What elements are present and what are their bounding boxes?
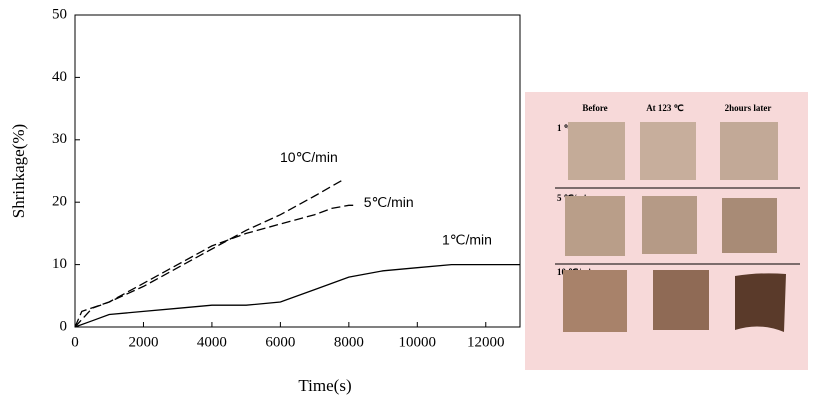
x-axis-label: Time(s)	[298, 376, 351, 395]
column-header: Before	[582, 103, 607, 113]
photo	[735, 273, 786, 332]
x-tick-label: 8000	[334, 334, 364, 350]
photo	[720, 122, 778, 180]
plot-frame	[74, 14, 521, 328]
series-label: 5℃/min	[364, 194, 414, 210]
x-tick-label: 6000	[265, 334, 295, 350]
photo	[565, 196, 625, 256]
photo	[653, 270, 709, 330]
column-header: At 123 ℃	[646, 103, 684, 113]
photo	[642, 196, 697, 254]
photo	[563, 270, 627, 332]
y-tick-label: 20	[52, 194, 67, 210]
line	[74, 204, 356, 328]
series-label: 1℃/min	[442, 231, 492, 247]
y-tick-label: 30	[52, 131, 67, 147]
y-tick-label: 10	[52, 256, 67, 272]
x-tick-label: 0	[71, 334, 79, 350]
y-tick-label: 0	[60, 318, 68, 334]
y-tick-label: 50	[52, 6, 67, 22]
x-tick-label: 4000	[197, 334, 227, 350]
photo	[722, 198, 777, 253]
y-tick-label: 40	[52, 69, 67, 85]
photo-panel: Before At 123 ℃ 2hours later 1 ℃/min 5 ℃…	[525, 92, 808, 370]
photo	[568, 122, 625, 180]
y-axis-label: Shrinkage(%)	[9, 124, 28, 218]
x-tick-label: 2000	[128, 334, 158, 350]
x-tick-label: 12000	[467, 334, 505, 350]
photo	[640, 122, 696, 180]
line	[74, 263, 520, 328]
series-label: 10℃/min	[280, 149, 338, 165]
column-header: 2hours later	[725, 103, 772, 113]
x-tick-label: 10000	[399, 334, 437, 350]
